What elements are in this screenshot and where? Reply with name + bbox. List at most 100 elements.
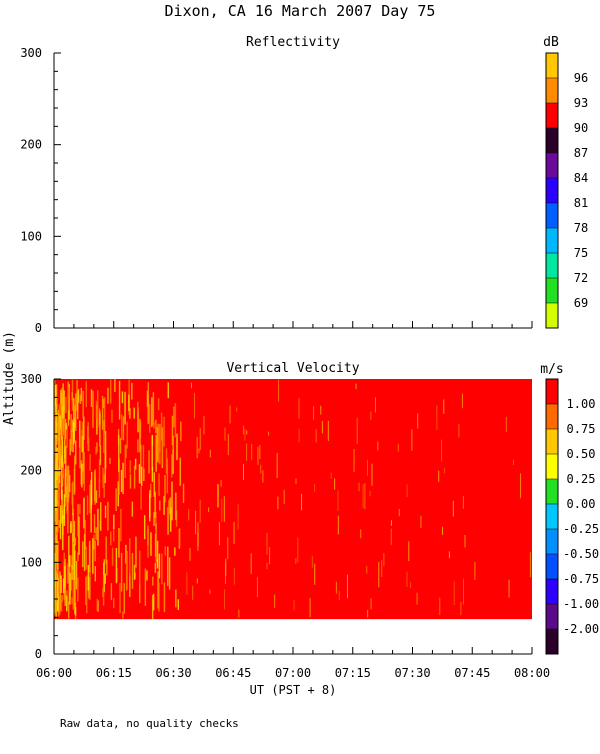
- velocity-streak: [77, 503, 79, 537]
- velocity-streak: [175, 589, 177, 608]
- velocity-streak: [95, 527, 97, 540]
- velocity-streak: [104, 573, 106, 584]
- velocity-streak: [54, 593, 56, 614]
- y-tick-label: 0: [35, 321, 42, 335]
- velocity-streak: [417, 413, 419, 429]
- velocity-streak: [58, 404, 60, 437]
- velocity-streak: [102, 467, 104, 489]
- colorbar-cell: [546, 253, 558, 278]
- velocity-streak: [64, 566, 66, 606]
- velocity-streak: [362, 484, 364, 509]
- velocity-streak: [66, 563, 69, 584]
- velocity-streak: [150, 532, 152, 556]
- velocity-streak: [129, 460, 131, 474]
- velocity-streak: [88, 544, 91, 573]
- velocity-streak: [378, 562, 380, 588]
- velocity-streak: [128, 394, 130, 411]
- velocity-streak: [97, 390, 99, 409]
- colorbar-frame: [545, 378, 559, 655]
- velocity-streak: [293, 600, 295, 611]
- velocity-streak: [144, 568, 147, 606]
- velocity-streak: [154, 491, 156, 518]
- colorbar-cell: [546, 103, 558, 128]
- velocity-streak: [74, 419, 76, 427]
- velocity-streak: [243, 425, 245, 435]
- colorbar-cell: [546, 604, 558, 629]
- velocity-streak: [76, 380, 78, 403]
- velocity-streak: [137, 401, 139, 413]
- velocity-streak: [90, 492, 92, 533]
- velocity-streak: [109, 457, 111, 464]
- velocity-streak: [96, 598, 98, 611]
- colorbar-cell: [546, 203, 558, 228]
- velocity-streak: [134, 458, 137, 470]
- x-tick-label: 06:45: [215, 666, 251, 680]
- velocity-streak: [118, 380, 121, 420]
- velocity-streak: [55, 420, 57, 457]
- velocity-streak: [119, 438, 122, 454]
- colorbar-label: 1.00: [567, 397, 596, 411]
- velocity-streak: [315, 429, 317, 443]
- velocity-streak: [137, 407, 139, 433]
- colorbar-cell: [546, 53, 558, 78]
- velocity-streak: [87, 564, 90, 591]
- velocity-streak: [110, 583, 113, 601]
- velocity-streak: [156, 426, 159, 444]
- velocity-streak: [72, 532, 74, 570]
- velocity-streak: [171, 497, 173, 518]
- velocity-streak: [103, 474, 105, 498]
- colorbar-cell: [546, 379, 558, 404]
- velocity-streak: [157, 571, 159, 609]
- velocity-streak: [167, 546, 169, 586]
- colorbar-cell: [546, 579, 558, 604]
- velocity-streak: [67, 396, 70, 426]
- velocity-streak: [55, 571, 58, 584]
- velocity-streak: [320, 405, 322, 415]
- velocity-streak: [157, 423, 159, 463]
- velocity-streak: [190, 382, 192, 389]
- velocity-streak: [77, 552, 79, 561]
- velocity-streak: [107, 387, 109, 404]
- velocity-streak: [115, 488, 117, 512]
- colorbar-frame: [545, 52, 559, 329]
- velocity-streak: [86, 495, 89, 516]
- velocity-streak: [54, 497, 56, 522]
- velocity-streak: [118, 435, 120, 473]
- velocity-streak: [73, 468, 76, 495]
- velocity-streak: [54, 384, 57, 407]
- velocity-streak: [55, 580, 57, 614]
- velocity-streak: [85, 577, 88, 597]
- velocity-streak: [61, 440, 64, 460]
- velocity-streak: [157, 398, 160, 411]
- velocity-streak: [283, 489, 285, 504]
- velocity-streak: [62, 458, 64, 481]
- velocity-streak: [367, 609, 369, 618]
- velocity-streak: [60, 404, 62, 420]
- colorbar-label: -1.00: [563, 597, 599, 611]
- velocity-streak: [198, 448, 200, 454]
- velocity-streak: [276, 453, 278, 478]
- velocity-streak: [77, 389, 80, 403]
- velocity-streak: [452, 500, 454, 517]
- velocity-streak: [149, 403, 151, 433]
- velocity-field: [54, 379, 532, 620]
- velocity-streak: [529, 552, 531, 578]
- velocity-streak: [61, 406, 63, 441]
- velocity-streak: [81, 430, 83, 453]
- velocity-streak: [102, 588, 104, 597]
- velocity-streak: [131, 553, 134, 589]
- velocity-streak: [56, 472, 58, 502]
- footnote: Raw data, no quality checks: [60, 717, 239, 730]
- figure-title: Dixon, CA 16 March 2007 Day 75: [165, 2, 436, 20]
- y-axis-label: Altitude (m): [2, 331, 17, 425]
- velocity-streak: [443, 399, 445, 414]
- x-tick-label: 06:00: [36, 666, 72, 680]
- velocity-streak: [103, 398, 105, 409]
- velocity-streak: [381, 560, 383, 577]
- velocity-streak: [151, 467, 154, 482]
- velocity-streak: [163, 416, 165, 447]
- velocity-streak: [119, 582, 121, 614]
- colorbar-label: 75: [574, 246, 588, 260]
- y-tick-label: 200: [20, 138, 42, 152]
